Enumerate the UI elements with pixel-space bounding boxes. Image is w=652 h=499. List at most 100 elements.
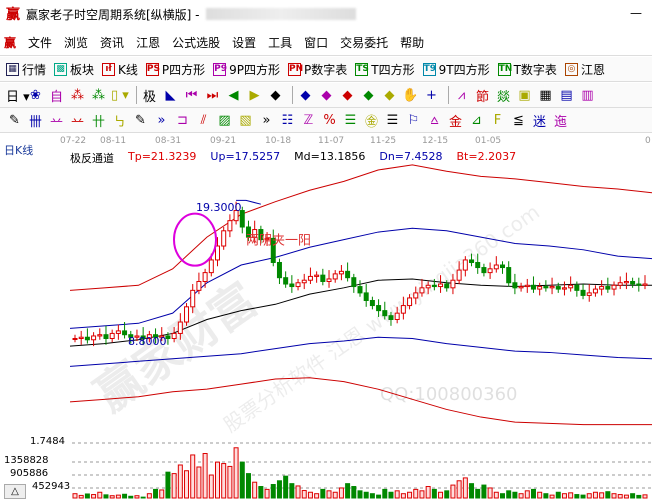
menu-item[interactable]: 公式选股: [172, 36, 221, 50]
toolbar-button-p9[interactable]: P9 9P四方形: [213, 61, 280, 78]
toolbar-button-ts[interactable]: TS T四方形: [355, 61, 415, 78]
toolbar-button-blocks[interactable]: ▩ 板块: [54, 61, 94, 78]
blurred-title-text: [205, 8, 356, 20]
low-price-label: 8.8000: [128, 335, 167, 348]
tool-icon[interactable]: 极: [142, 89, 156, 105]
volume-bar: [636, 494, 642, 499]
volume-bar: [506, 490, 512, 499]
tool-icon[interactable]: ❀: [30, 87, 41, 103]
volume-bar: [295, 485, 301, 499]
menu-item[interactable]: 设置: [232, 36, 257, 50]
menu-item[interactable]: 文件: [28, 36, 53, 50]
toolbar-button-t9[interactable]: T9 9T四方形: [422, 61, 490, 78]
menu-item[interactable]: 资讯: [100, 36, 125, 50]
app-logo-icon: 赢: [6, 7, 20, 23]
toolbar-button-target[interactable]: ◎ 江恩: [564, 61, 605, 78]
tool-icon[interactable]: ⁂: [92, 87, 105, 103]
tool-icon[interactable]: +: [426, 87, 437, 103]
tool-icon[interactable]: %: [323, 112, 336, 128]
menu-item[interactable]: 帮助: [400, 36, 425, 50]
volume-bar: [270, 484, 276, 499]
tool-icon[interactable]: ⚐: [407, 112, 420, 128]
candle: [78, 336, 84, 340]
tool-icon[interactable]: ✎: [9, 112, 20, 128]
tool-icon[interactable]: ⫽: [200, 112, 207, 128]
tool-icon[interactable]: ㇉: [112, 114, 126, 130]
date-axis: 07-22 08-11 08-31 09-21 10-18 11-07 11-25 12-15…: [0, 134, 652, 148]
indicator-value: Up=17.5257: [210, 150, 281, 163]
tool-icon[interactable]: 䒑: [70, 114, 84, 130]
candle: [444, 283, 450, 289]
tool-icon[interactable]: ◆: [363, 87, 374, 103]
tool-icon[interactable]: F: [493, 112, 502, 128]
tool-icon[interactable]: »: [262, 112, 271, 128]
menu-item[interactable]: 窗口: [304, 36, 329, 50]
tool-icon[interactable]: »: [157, 112, 166, 128]
tool-icon[interactable]: ≦: [513, 112, 524, 128]
menu-item[interactable]: 工具: [268, 36, 293, 50]
tool-icon[interactable]: ⩟: [430, 112, 439, 128]
tool-icon[interactable]: 金: [448, 114, 462, 130]
toolbar-chart: 日 ▾ ❀ 自 ⁂ ⁂ ▯ ▾ 极 ◣ ⏮ ⏭ ◀ ▶ ◆ ◆ ◆ ◆ ◆ ◆ ✋ + ⩘ 節燚 ▣ ▦ ▤ ▥: [0, 83, 652, 108]
toolbar-button-tn[interactable]: TN T数字表: [497, 61, 557, 78]
candle: [326, 278, 332, 282]
tool-icon[interactable]: ⏮: [185, 87, 198, 103]
tool-icon[interactable]: 節: [475, 89, 489, 105]
tool-icon[interactable]: 卌: [28, 114, 42, 130]
tool-icon[interactable]: ▦: [539, 87, 552, 103]
tool-icon[interactable]: ◆: [270, 87, 281, 103]
menu-item[interactable]: 浏览: [64, 36, 89, 50]
tool-icon[interactable]: ▨: [218, 112, 231, 128]
toolbar-button-kline[interactable]: ıł K线: [102, 61, 138, 78]
volume-toggle-button[interactable]: △: [4, 484, 26, 499]
tool-icon[interactable]: ▯ ▾: [111, 87, 129, 103]
candle: [369, 299, 375, 307]
tool-icon[interactable]: ▤: [560, 87, 573, 103]
tool-icon[interactable]: ◆: [342, 87, 353, 103]
toolbar-button-ps[interactable]: PS P四方形: [145, 61, 205, 78]
tool-icon[interactable]: ▶: [249, 87, 260, 103]
menu-item[interactable]: 江恩: [136, 36, 161, 50]
tool-icon[interactable]: ◆: [321, 87, 332, 103]
tool-icon[interactable]: ☷: [281, 112, 294, 128]
tool-icon[interactable]: ▥: [581, 87, 594, 103]
tool-icon[interactable]: 䒑: [49, 114, 63, 130]
volume-bar: [314, 493, 320, 499]
tool-icon[interactable]: 燚: [496, 89, 510, 105]
tool-icon[interactable]: ㊎: [364, 114, 378, 130]
tool-icon[interactable]: 迤: [553, 114, 567, 130]
tool-icon[interactable]: ✎: [135, 112, 146, 128]
toolbar-button-pn[interactable]: PN P数字表: [288, 61, 347, 78]
tool-icon[interactable]: ⊐: [177, 112, 188, 128]
tool-icon[interactable]: ▧: [239, 112, 252, 128]
tool-icon[interactable]: ◆: [384, 87, 395, 103]
volume-bar: [475, 488, 481, 499]
tool-icon[interactable]: ☰: [386, 112, 399, 128]
t9-icon: T9: [422, 62, 437, 76]
tool-icon[interactable]: 迷: [532, 114, 546, 130]
tool-icon[interactable]: ℤ: [303, 112, 314, 128]
tool-icon[interactable]: ⁂: [71, 87, 84, 103]
menu-item[interactable]: 交易委托: [340, 36, 389, 50]
candle: [134, 335, 140, 338]
period-label[interactable]: 日K线: [4, 144, 34, 157]
tool-icon[interactable]: 自: [49, 89, 63, 105]
tool-icon[interactable]: ☰: [344, 112, 357, 128]
candle: [153, 334, 159, 338]
tool-icon[interactable]: ⊿: [471, 112, 482, 128]
volume-bar: [301, 490, 307, 499]
tool-icon[interactable]: ▣: [518, 87, 531, 103]
tool-icon[interactable]: 卄: [91, 114, 105, 130]
tool-icon[interactable]: ◀: [228, 87, 239, 103]
tool-icon[interactable]: ✋: [402, 87, 419, 103]
minimize-button[interactable]: —: [630, 6, 642, 20]
tool-icon[interactable]: ◆: [300, 87, 311, 103]
toolbar-button-grid[interactable]: ▦ 行情: [6, 61, 46, 78]
candle: [530, 284, 536, 290]
tool-icon[interactable]: ⩘: [457, 87, 466, 103]
volume-bar: [580, 494, 586, 499]
tool-icon[interactable]: ⏭: [206, 87, 219, 103]
tool-icon[interactable]: ◣: [165, 87, 176, 103]
tool-icon[interactable]: 日 ▾: [6, 89, 30, 105]
